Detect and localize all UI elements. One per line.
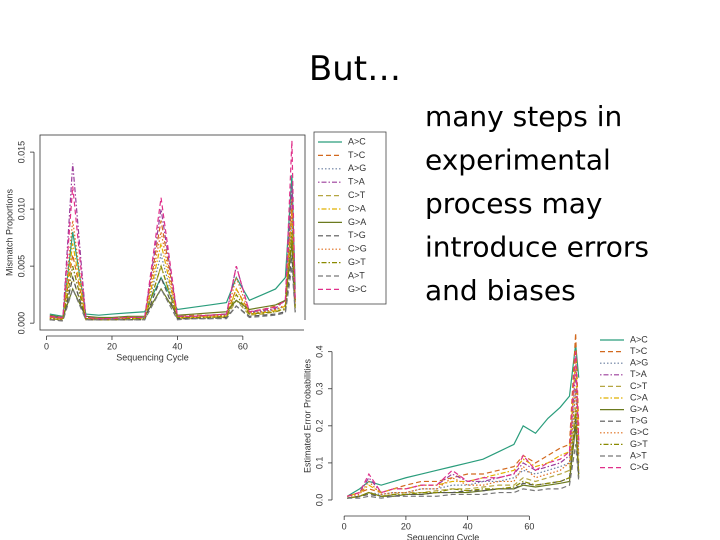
x-tick-label: 20 — [107, 341, 117, 351]
body-line: process may — [425, 187, 603, 220]
legend-label: C>T — [348, 190, 366, 200]
series-line — [347, 388, 580, 499]
x-tick-label: 40 — [463, 521, 473, 531]
y-tick-label: 0.4 — [314, 345, 324, 358]
y-axis-label: Mismatch Proportions — [4, 188, 14, 276]
charts: 0 20 40 60 0.000 0.005 0.010 0.015 Sequencing Cy… — [4, 131, 660, 540]
series-line — [346, 344, 580, 497]
chart: 0 20 40 60 0.000 0.005 0.010 0.015 Sequencing Cy… — [4, 131, 387, 362]
x-tick-label: 60 — [238, 341, 248, 351]
y-axis-label: Estimated Error Probabilities — [302, 358, 312, 473]
y-tick-label: 0.005 — [16, 255, 26, 278]
x-tick-label: 60 — [524, 521, 534, 531]
series-line — [347, 370, 580, 497]
x-axis-label: Sequencing Cycle — [407, 532, 480, 540]
series-line — [49, 266, 296, 322]
legend-label: T>C — [630, 346, 648, 356]
legend-label: G>C — [630, 427, 649, 437]
series-line — [49, 140, 296, 320]
legend-label: T>A — [630, 369, 647, 379]
y-tick-label: 0.010 — [16, 198, 26, 221]
series-line — [49, 231, 296, 321]
chart-background — [304, 320, 660, 540]
y-tick-label: 0.1 — [314, 457, 324, 470]
series-line — [49, 243, 296, 319]
series-line — [347, 359, 580, 497]
series-line — [347, 351, 580, 497]
body-line: many steps in — [425, 100, 622, 133]
x-tick-label: 40 — [172, 341, 182, 351]
plot-frame — [39, 134, 306, 331]
series-line — [347, 333, 580, 497]
legend-label: C>T — [630, 381, 648, 391]
body-line: introduce errors — [425, 231, 649, 264]
series-line — [347, 410, 580, 499]
slide-title: But… — [309, 49, 401, 89]
legend-label: A>T — [348, 270, 365, 280]
x-tick-label: 0 — [342, 521, 347, 531]
legend-label: G>A — [630, 404, 648, 414]
legend-label: G>C — [348, 284, 367, 294]
series-line — [347, 444, 580, 499]
legend-label: T>G — [348, 230, 366, 240]
y-tick-label: 0.0 — [314, 494, 324, 507]
series-line — [49, 174, 296, 318]
y-tick-label: 0.2 — [314, 420, 324, 433]
x-tick-label: 20 — [401, 521, 411, 531]
legend-label: A>G — [348, 163, 366, 173]
body-line: and biases — [425, 274, 576, 307]
legend-label: G>T — [630, 439, 648, 449]
series-line — [347, 407, 580, 499]
legend-label: G>A — [348, 217, 366, 227]
body-line: experimental — [425, 144, 611, 177]
y-tick-label: 0.3 — [314, 382, 324, 395]
legend-label: G>T — [348, 257, 366, 267]
legend-label: A>C — [630, 334, 648, 344]
y-tick-label: 0.000 — [16, 312, 26, 335]
chart: 0 20 40 60 0.0 0.1 0.2 0.3 0.4 Sequencing Cycle Es… — [302, 320, 660, 540]
legend-label: T>A — [348, 177, 365, 187]
x-tick-label: 0 — [44, 341, 49, 351]
legend-frame — [313, 131, 387, 305]
legend-label: C>G — [348, 244, 367, 254]
legend-label: A>G — [630, 358, 648, 368]
legend-label: A>T — [630, 450, 647, 460]
legend-label: A>C — [348, 136, 366, 146]
legend-label: C>A — [348, 203, 366, 213]
legend-label: C>A — [630, 392, 648, 402]
y-tick-label: 0.015 — [16, 141, 26, 164]
slide-body: many steps in experimental process may intr… — [425, 100, 649, 307]
legend-label: T>G — [630, 416, 648, 426]
x-axis-label: Sequencing Cycle — [116, 352, 189, 362]
legend-label: T>C — [348, 150, 366, 160]
legend-label: C>G — [630, 462, 649, 472]
